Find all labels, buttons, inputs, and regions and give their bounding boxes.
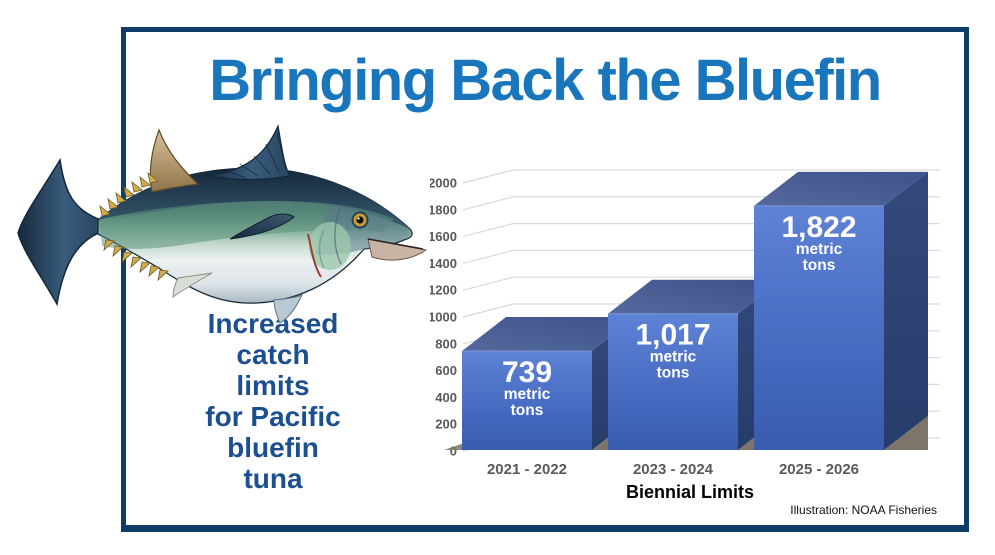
- bar-unit-label: metric: [650, 349, 697, 366]
- bar-unit-label: metric: [504, 386, 551, 403]
- x-axis-title: Biennial Limits: [625, 482, 755, 502]
- ventral-finlets: [103, 239, 169, 282]
- illustration-credit: Illustration: NOAA Fisheries: [790, 503, 937, 517]
- y-tick-label: 800: [435, 336, 457, 351]
- bar-unit-label: tons: [803, 257, 836, 274]
- bar-value-label: 739: [502, 356, 552, 389]
- y-tick-label: 1200: [430, 283, 457, 298]
- bar-unit-label: metric: [796, 241, 843, 258]
- y-tick-label: 600: [435, 363, 457, 378]
- second-dorsal-fin: [149, 128, 200, 193]
- fish-head: [307, 204, 428, 278]
- y-tick-label: 200: [435, 417, 457, 432]
- anal-fin: [172, 272, 213, 298]
- page-title: Bringing Back the Bluefin: [209, 48, 882, 113]
- bar-value-label: 1,017: [635, 319, 710, 352]
- dorsal-finlets: [99, 172, 159, 217]
- bar-unit-label: tons: [511, 402, 544, 419]
- first-dorsal-fin: [204, 123, 291, 180]
- catch-limits-chart: 0 200 400 600 800 1000 1200 1400 1600 1800 2000 739…: [430, 148, 970, 482]
- y-tick-label: 1800: [430, 202, 457, 217]
- tail-fin: [17, 157, 102, 307]
- caption-text: Increased catch limits for Pacific bluef…: [205, 308, 341, 494]
- gridline: [462, 169, 940, 184]
- y-tick-label: 2000: [430, 176, 457, 191]
- y-tick-label: 1400: [430, 256, 457, 271]
- chart-svg: 0 200 400 600 800 1000 1200 1400 1600 1800 2000 739…: [430, 169, 940, 478]
- x-tick-label: 2025 - 2026: [779, 461, 859, 478]
- y-tick-label: 1600: [430, 229, 457, 244]
- x-tick-label: 2021 - 2022: [487, 461, 567, 478]
- y-tick-label: 400: [435, 390, 457, 405]
- bar-value-label: 1,822: [781, 211, 856, 244]
- x-tick-label: 2023 - 2024: [633, 461, 714, 478]
- y-tick-label: 1000: [430, 310, 457, 325]
- y-tick-label: 0: [450, 444, 457, 459]
- frame-border: [121, 27, 969, 532]
- pelvic-fin: [273, 294, 303, 324]
- bar-unit-label: tons: [657, 365, 690, 382]
- bluefin-tuna-illustration: [17, 123, 428, 324]
- pectoral-fin: [229, 213, 295, 240]
